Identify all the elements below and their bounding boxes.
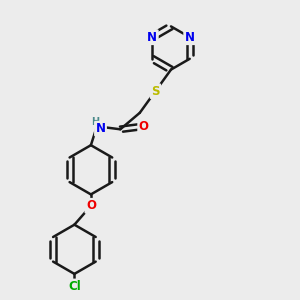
Text: S: S: [151, 85, 160, 98]
Text: O: O: [86, 199, 96, 212]
Text: O: O: [139, 120, 149, 133]
Text: N: N: [185, 31, 195, 44]
Text: N: N: [147, 31, 157, 44]
Text: N: N: [95, 122, 106, 135]
Text: Cl: Cl: [68, 280, 81, 293]
Text: H: H: [91, 117, 100, 127]
